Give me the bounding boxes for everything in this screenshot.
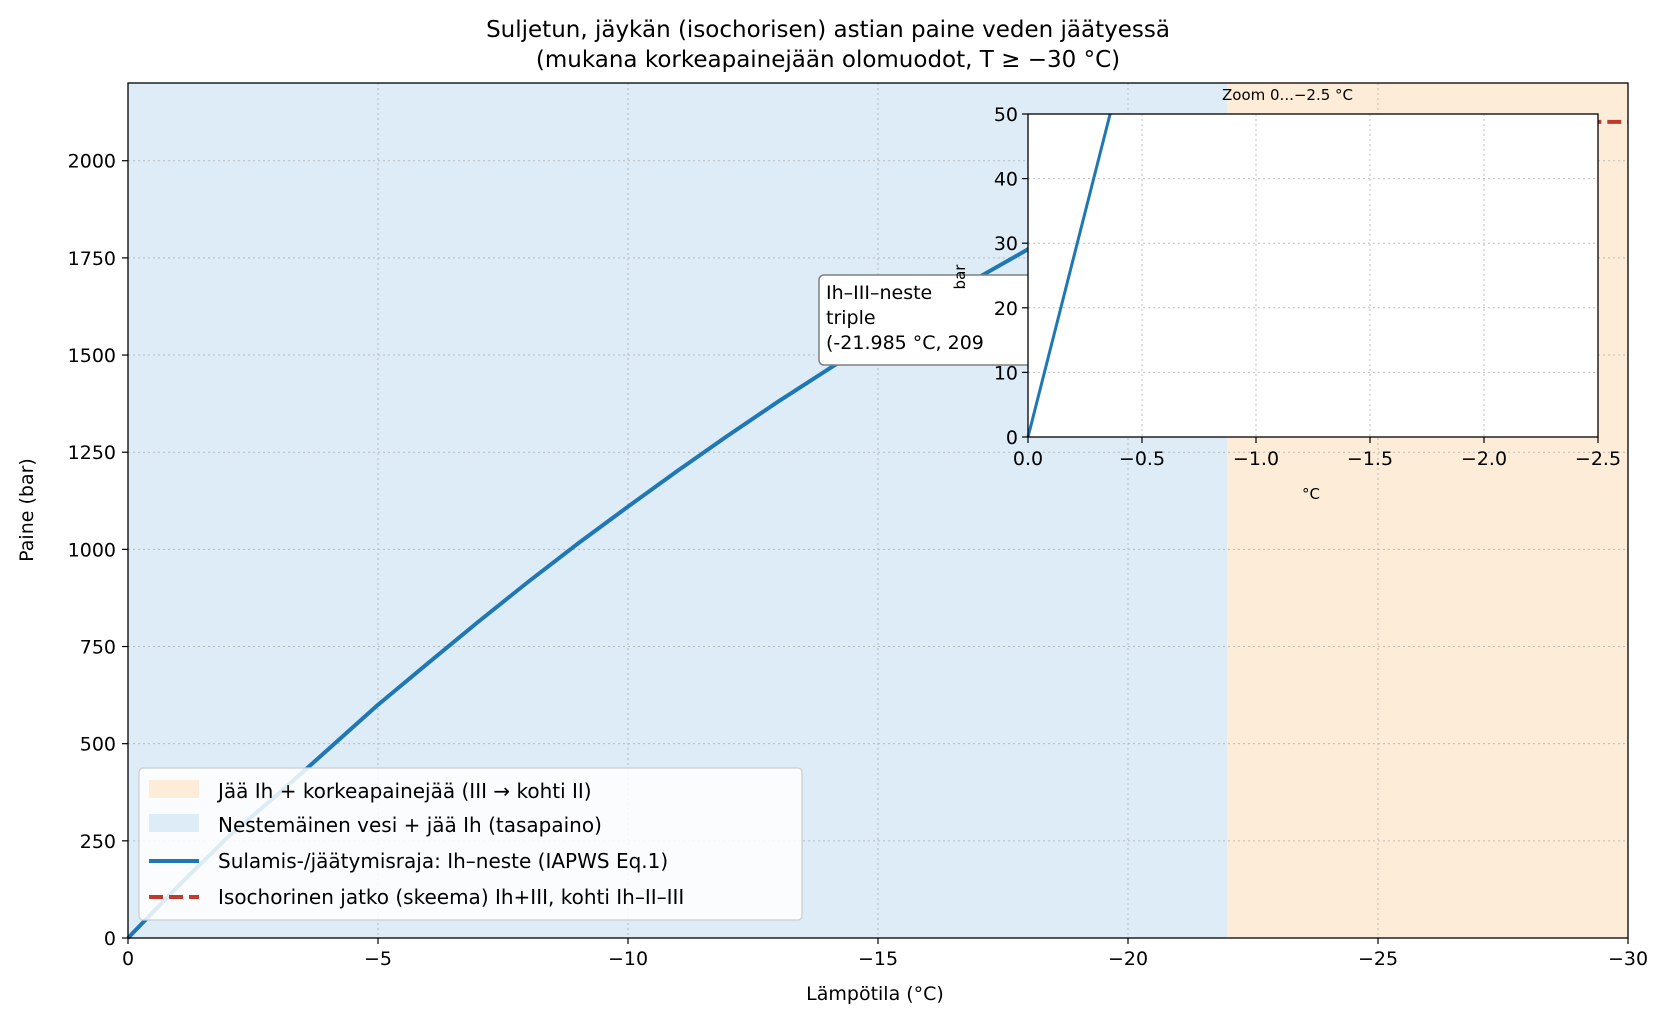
legend-box xyxy=(138,767,803,921)
y-tick-label-7: 1750 xyxy=(68,248,116,270)
x-tick-label-4: −20 xyxy=(1108,948,1148,970)
chart-title: Suljetun, jäykän (isochorisen) astian pa… xyxy=(486,17,1170,43)
triple-point-annotation: Ih–III–neste triple (-21.985 °C, 209 xyxy=(818,274,1040,366)
main-x-ticks: 0 −5 −10 −15 −20 −25 −30 xyxy=(122,938,1648,970)
x-tick-label-6: −30 xyxy=(1608,948,1648,970)
inset-y-tick-label-1: 10 xyxy=(994,362,1018,384)
inset-x-tick-label-4: −2.0 xyxy=(1461,448,1507,470)
inset-background xyxy=(1028,114,1598,437)
legend-swatch-ice-region xyxy=(149,780,199,798)
x-tick-label-1: −5 xyxy=(364,948,392,970)
inset-y-tick-label-0: 0 xyxy=(1006,427,1018,449)
inset-y-axis-label: bar xyxy=(951,264,969,290)
inset-x-tick-label-1: −0.5 xyxy=(1119,448,1165,470)
inset-x-ticks: 0.0 −0.5 −1.0 −1.5 −2.0 −2.5 xyxy=(1013,437,1621,470)
chart-subtitle: (mukana korkeapainejään olomuodot, T ≥ −… xyxy=(536,47,1120,73)
legend-label-isochoric: Isochorinen jatko (skeema) Ih+III, kohti… xyxy=(218,885,684,909)
legend-label-ice-region: Jää Ih + korkeapainejää (III → kohti II) xyxy=(216,779,592,803)
y-tick-label-1: 250 xyxy=(80,831,116,853)
y-tick-label-4: 1000 xyxy=(68,539,116,561)
inset-x-axis-label: °C xyxy=(1302,485,1320,503)
inset-x-tick-label-0: 0.0 xyxy=(1013,448,1043,470)
inset-y-tick-label-3: 30 xyxy=(994,233,1018,255)
legend: Jää Ih + korkeapainejää (III → kohti II)… xyxy=(138,767,803,921)
x-tick-label-5: −25 xyxy=(1358,948,1398,970)
y-tick-label-2: 500 xyxy=(80,734,116,756)
inset-series xyxy=(1026,113,1112,438)
inset-y-tick-label-4: 40 xyxy=(994,169,1018,191)
main-y-ticks: 0 250 500 750 1000 1250 1500 1750 2000 xyxy=(68,151,128,950)
y-tick-label-8: 2000 xyxy=(68,151,116,173)
inset-y-tick-label-2: 20 xyxy=(994,298,1018,320)
inset-x-tick-label-3: −1.5 xyxy=(1347,448,1393,470)
inset-series-line-0 xyxy=(1026,113,1112,438)
inset-y-ticks: 0 10 20 30 40 50 xyxy=(994,104,1028,449)
y-tick-label-5: 1250 xyxy=(68,442,116,464)
inset-x-tick-label-2: −1.0 xyxy=(1233,448,1279,470)
legend-swatch-liquid-region xyxy=(149,814,199,832)
y-tick-label-6: 1500 xyxy=(68,345,116,367)
annotation-line-1: Ih–III–neste xyxy=(826,282,932,304)
legend-label-boundary: Sulamis-/jäätymisraja: Ih–neste (IAPWS E… xyxy=(218,849,668,873)
inset-title: Zoom 0...−2.5 °C xyxy=(1222,86,1353,104)
annotation-line-2: triple xyxy=(826,307,876,329)
x-axis-label: Lämpötila (°C) xyxy=(806,983,944,1005)
inset-y-tick-label-5: 50 xyxy=(994,104,1018,126)
y-tick-label-3: 750 xyxy=(80,637,116,659)
y-tick-label-0: 0 xyxy=(104,928,116,950)
zoom-inset: Zoom 0...−2.5 °C 0.0 −0.5 −1.0 −1.5 −2.0 −2.5… xyxy=(951,86,1621,503)
x-tick-label-2: −10 xyxy=(608,948,648,970)
x-tick-label-0: 0 xyxy=(122,948,134,970)
legend-label-liquid-region: Nestemäinen vesi + jää Ih (tasapaino) xyxy=(218,813,602,837)
x-tick-label-3: −15 xyxy=(858,948,898,970)
inset-x-tick-label-5: −2.5 xyxy=(1575,448,1621,470)
inset-frame xyxy=(1027,113,1599,438)
y-axis-label: Paine (bar) xyxy=(16,458,38,562)
annotation-line-3: (-21.985 °C, 209 xyxy=(826,332,984,354)
